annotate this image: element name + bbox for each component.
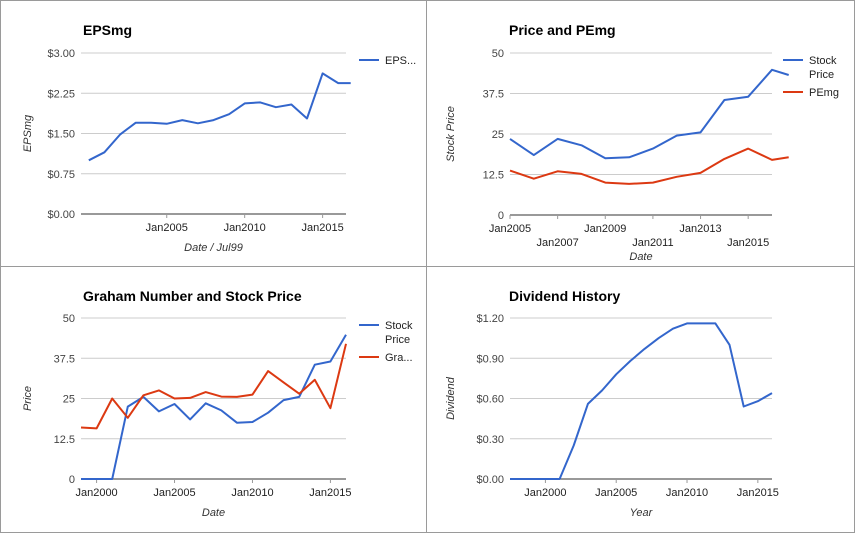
- legend-label-line: Stock: [809, 55, 837, 67]
- y-tick-label: $0.75: [47, 169, 75, 181]
- series-line-1: [509, 68, 789, 160]
- chart-price-pemg: Price and PEmg 0 12.5 25 37.5 50 Jan2005 Jan200…: [445, 22, 839, 263]
- y-axis-title: EPSmg: [22, 114, 34, 152]
- y-tick-label: 12.5: [54, 434, 75, 446]
- chart-title: Dividend History: [509, 288, 620, 304]
- y-tick-label: $0.30: [476, 434, 504, 446]
- x-axis-title: Date: [629, 251, 652, 263]
- x-axis-title: Date: [202, 507, 225, 519]
- x-tick-label: Jan2005: [595, 487, 637, 499]
- x-tick-label: Jan2000: [524, 487, 566, 499]
- x-axis-title: Date / Jul99: [184, 242, 243, 254]
- y-tick-label: $0.00: [47, 209, 75, 221]
- legend-label: PEmg: [809, 87, 839, 99]
- legend-label: Stock Price: [385, 320, 413, 346]
- y-axis-title: Price: [22, 386, 34, 411]
- legend-label: EPS...: [385, 55, 416, 67]
- y-tick-label: $0.00: [476, 474, 504, 486]
- chart-panel-dividend: Dividend History $0.00 $0.30 $0.60 $0.90 $1.2…: [426, 266, 855, 533]
- y-tick-label: 37.5: [54, 353, 75, 365]
- x-tick-label: Jan2009: [584, 223, 626, 235]
- legend-label-line: Price: [809, 69, 834, 81]
- series-line-1: [510, 322, 773, 480]
- y-tick-label: $3.00: [47, 48, 75, 60]
- y-tick-label: 25: [63, 394, 75, 406]
- x-tick-label: Jan2005: [153, 487, 195, 499]
- chart-dividend-history: Dividend History $0.00 $0.30 $0.60 $0.90 $1.2…: [445, 288, 779, 519]
- chart-graham-number: Graham Number and Stock Price 0 12.5 25 37.5…: [22, 288, 413, 519]
- y-tick-label: 0: [498, 210, 504, 222]
- x-tick-label: Jan2015: [727, 237, 769, 249]
- x-tick-label: Jan2000: [75, 487, 117, 499]
- y-tick-label: 0: [69, 474, 75, 486]
- x-tick-label: Jan2010: [224, 222, 266, 234]
- series-line-2: [509, 147, 789, 185]
- chart-eps: EPSmg $0.00 $0.75 $1.50 $2.25 $3.00 Jan2005 Jan…: [22, 22, 416, 254]
- x-tick-label: Jan2015: [737, 487, 779, 499]
- chart-panel-price-pe: Price and PEmg 0 12.5 25 37.5 50 Jan2005 Jan200…: [426, 0, 855, 267]
- y-tick-label: 37.5: [483, 89, 504, 101]
- y-tick-label: 12.5: [483, 170, 504, 182]
- x-tick-label: Jan2013: [679, 223, 721, 235]
- y-tick-label: $1.50: [47, 129, 75, 141]
- y-tick-label: $2.25: [47, 88, 75, 100]
- y-axis-title: Stock Price: [445, 106, 457, 162]
- chart-title: EPSmg: [83, 22, 132, 38]
- x-tick-label: Jan2005: [146, 222, 188, 234]
- chart-title: Price and PEmg: [509, 22, 616, 38]
- x-tick-label: Jan2005: [489, 223, 531, 235]
- x-tick-label: Jan2015: [309, 487, 351, 499]
- x-tick-label: Jan2011: [632, 237, 673, 249]
- x-tick-label: Jan2010: [666, 487, 708, 499]
- y-axis-title: Dividend: [445, 376, 457, 420]
- legend-label: Gra...: [385, 352, 413, 364]
- x-axis-title: Year: [630, 507, 654, 519]
- chart-panel-eps: EPSmg $0.00 $0.75 $1.50 $2.25 $3.00 Jan2005 Jan…: [0, 0, 427, 267]
- y-tick-label: 25: [492, 129, 504, 141]
- y-tick-label: $0.60: [476, 394, 504, 406]
- legend-label: Stock Price: [809, 55, 837, 81]
- chart-title: Graham Number and Stock Price: [83, 288, 302, 304]
- chart-panel-graham: Graham Number and Stock Price 0 12.5 25 37.5…: [0, 266, 427, 533]
- series-line-2: [80, 343, 347, 430]
- series-line-1: [81, 334, 347, 480]
- legend-label-line: Price: [385, 334, 410, 346]
- x-tick-label: Jan2007: [537, 237, 579, 249]
- y-tick-label: 50: [63, 313, 75, 325]
- legend-label-line: Stock: [385, 320, 413, 332]
- x-tick-label: Jan2015: [302, 222, 344, 234]
- series-line-1: [88, 72, 351, 162]
- x-tick-label: Jan2010: [231, 487, 273, 499]
- y-tick-label: $0.90: [476, 353, 504, 365]
- y-tick-label: 50: [492, 48, 504, 60]
- y-tick-label: $1.20: [476, 313, 504, 325]
